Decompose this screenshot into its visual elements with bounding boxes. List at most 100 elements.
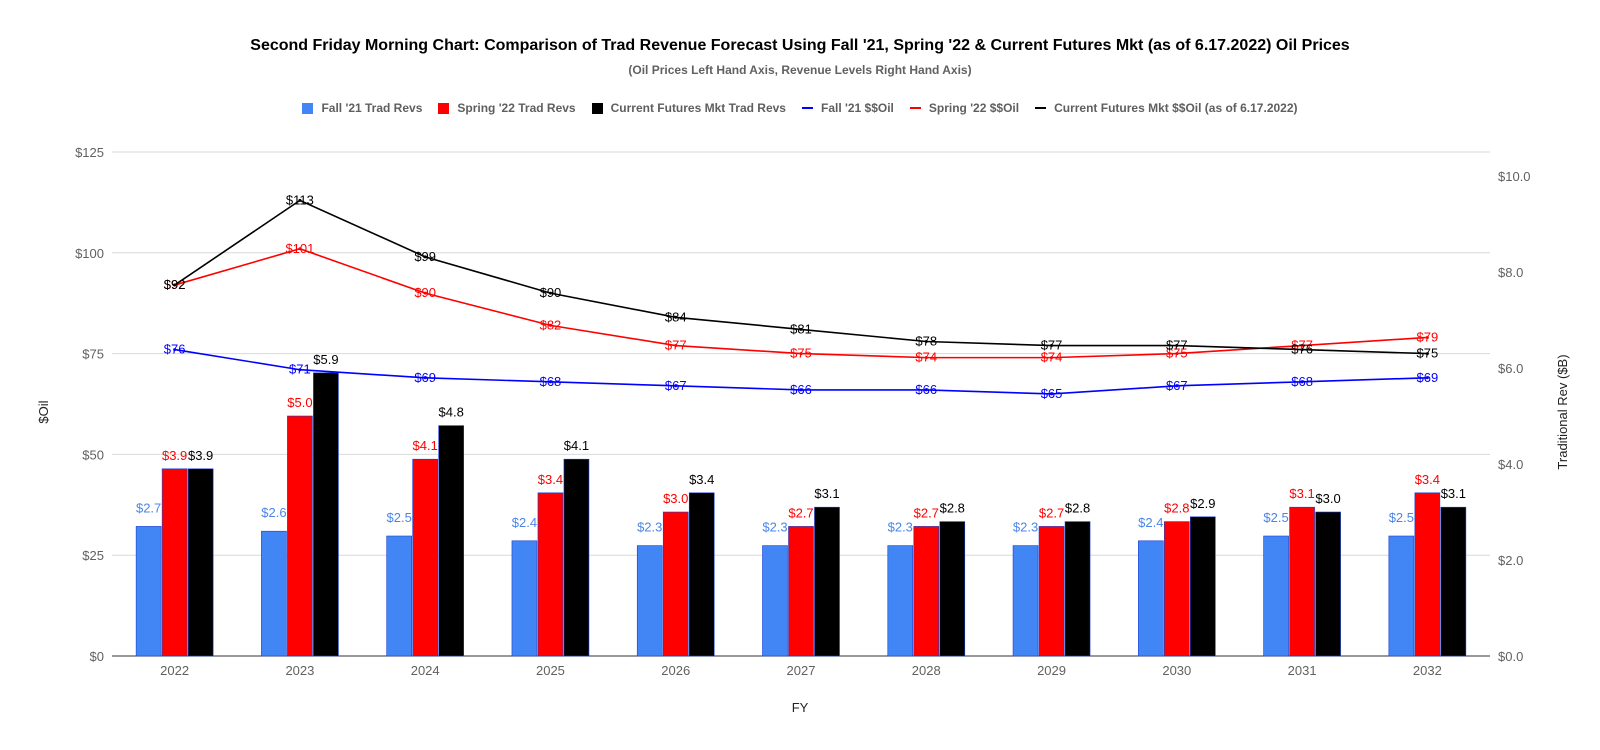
bar bbox=[1440, 506, 1467, 657]
legend-item-futures-revs[interactable]: Current Futures Mkt Trad Revs bbox=[591, 101, 786, 115]
bar-data-label: $2.5 bbox=[387, 510, 412, 525]
oil-line-point bbox=[1425, 335, 1429, 339]
chart-title: Second Friday Morning Chart: Comparison … bbox=[250, 37, 1350, 54]
oil-line bbox=[174, 247, 1428, 359]
oil-line-point bbox=[799, 388, 803, 392]
bar-data-label: $3.9 bbox=[188, 448, 213, 463]
bar bbox=[636, 545, 663, 657]
chart-subtitle: (Oil Prices Left Hand Axis, Revenue Leve… bbox=[628, 63, 972, 77]
right-tick-label: $8.0 bbox=[1498, 265, 1523, 280]
bar bbox=[261, 530, 287, 657]
oil-line-point bbox=[1175, 384, 1179, 388]
bar-data-label: $2.5 bbox=[1263, 510, 1288, 525]
legend-item-fall-oil[interactable]: Fall '21 $$Oil bbox=[801, 101, 894, 115]
legend-label-futures-revs: Current Futures Mkt Trad Revs bbox=[610, 101, 786, 115]
bar bbox=[135, 526, 162, 657]
bar bbox=[511, 540, 538, 657]
legend: Fall '21 Trad Revs Spring '22 Trad Revs … bbox=[0, 101, 1600, 115]
oil-line-point bbox=[1050, 392, 1054, 396]
bar bbox=[1388, 535, 1415, 657]
line-data-label: $74 bbox=[1041, 350, 1063, 365]
oil-line-point bbox=[674, 344, 678, 348]
bar bbox=[887, 545, 914, 657]
bar-data-label: $2.8 bbox=[1065, 501, 1090, 516]
x-tick-label: 2031 bbox=[1288, 663, 1317, 678]
oil-line-point bbox=[1050, 344, 1054, 348]
data-labels: $2.7 $2.6 $2.5 $2.4 $2.3 $2.3 $2.3 $2.3 $2.4 $2.5… bbox=[136, 192, 1466, 534]
oil-line-point bbox=[298, 247, 302, 251]
right-axis-title: Traditional Rev ($B) bbox=[1555, 354, 1570, 469]
oil-line-point bbox=[924, 340, 928, 344]
legend-swatch-spring-oil bbox=[909, 107, 921, 109]
bar-data-label: $2.5 bbox=[1389, 510, 1414, 525]
line-data-label: $67 bbox=[665, 378, 687, 393]
left-tick-label: $50 bbox=[82, 447, 104, 462]
x-axis: 2022 2023 2024 2025 2026 2027 2028 2029 2030 2031… bbox=[160, 663, 1442, 678]
bar-data-label: $4.8 bbox=[439, 405, 464, 420]
bar bbox=[1315, 511, 1341, 657]
oil-line-point bbox=[1050, 356, 1054, 360]
oil-line-point bbox=[1300, 344, 1304, 348]
line-data-label: $77 bbox=[665, 338, 687, 353]
bar-data-label: $2.8 bbox=[1164, 501, 1189, 516]
bar bbox=[1038, 526, 1065, 657]
line-data-label: $76 bbox=[164, 342, 186, 357]
bar-data-label: $2.6 bbox=[261, 505, 286, 520]
legend-item-spring-revs[interactable]: Spring '22 Trad Revs bbox=[438, 101, 576, 115]
oil-line-point bbox=[1425, 376, 1429, 380]
oil-line-point bbox=[548, 323, 552, 327]
line-data-label: $99 bbox=[414, 249, 436, 264]
oil-line-point bbox=[548, 380, 552, 384]
line-data-label: $92 bbox=[164, 277, 186, 292]
bar-data-label: $2.3 bbox=[637, 520, 662, 535]
bar-data-label: $3.0 bbox=[1315, 491, 1340, 506]
line-data-label: $82 bbox=[540, 317, 562, 332]
line-data-label: $66 bbox=[915, 382, 937, 397]
oil-line-point bbox=[674, 384, 678, 388]
bar bbox=[412, 458, 438, 657]
oil-line-point bbox=[423, 376, 427, 380]
right-tick-label: $10.0 bbox=[1498, 169, 1531, 184]
oil-line-point bbox=[173, 348, 177, 352]
line-data-label: $84 bbox=[665, 309, 687, 324]
x-tick-label: 2029 bbox=[1037, 663, 1066, 678]
legend-item-futures-oil[interactable]: Current Futures Mkt $$Oil (as of 6.17.20… bbox=[1035, 101, 1298, 115]
line-data-label: $67 bbox=[1166, 378, 1188, 393]
bar bbox=[1414, 492, 1441, 657]
bar-data-label: $2.7 bbox=[788, 505, 813, 520]
bar-data-label: $3.9 bbox=[162, 448, 187, 463]
oil-lines bbox=[173, 198, 1429, 396]
oil-line-point bbox=[1175, 344, 1179, 348]
bar-data-label: $2.7 bbox=[1039, 505, 1064, 520]
left-tick-label: $0 bbox=[90, 649, 104, 664]
line-data-label: $65 bbox=[1041, 386, 1063, 401]
legend-swatch-futures-revs bbox=[591, 102, 603, 114]
line-data-label: $101 bbox=[285, 241, 314, 256]
bar bbox=[814, 506, 840, 657]
oil-line-point bbox=[298, 198, 302, 202]
line-data-label: $75 bbox=[790, 346, 812, 361]
oil-line-point bbox=[173, 283, 177, 287]
line-data-label: $77 bbox=[1291, 338, 1313, 353]
bar-data-label: $4.1 bbox=[413, 438, 438, 453]
bar bbox=[788, 526, 814, 657]
legend-label-futures-oil: Current Futures Mkt $$Oil (as of 6.17.20… bbox=[1054, 101, 1298, 115]
line-data-label: $75 bbox=[1417, 346, 1439, 361]
bar bbox=[1289, 506, 1315, 657]
line-data-label: $90 bbox=[414, 285, 436, 300]
right-tick-label: $6.0 bbox=[1498, 361, 1523, 376]
line-data-label: $71 bbox=[289, 362, 311, 377]
line-data-label: $68 bbox=[1291, 374, 1313, 389]
bar-data-label: $3.1 bbox=[814, 486, 839, 501]
legend-item-fall-revs[interactable]: Fall '21 Trad Revs bbox=[302, 101, 422, 115]
line-data-label: $81 bbox=[790, 321, 812, 336]
bar-data-label: $3.1 bbox=[1289, 486, 1314, 501]
bar-data-label: $5.9 bbox=[313, 352, 338, 367]
bar-data-label: $3.4 bbox=[1415, 472, 1440, 487]
bar bbox=[939, 521, 966, 657]
legend-item-spring-oil[interactable]: Spring '22 $$Oil bbox=[909, 101, 1019, 115]
bar bbox=[386, 535, 412, 657]
legend-swatch-fall-oil bbox=[801, 107, 813, 109]
bar bbox=[287, 415, 313, 657]
legend-swatch-fall-revs bbox=[302, 102, 314, 114]
